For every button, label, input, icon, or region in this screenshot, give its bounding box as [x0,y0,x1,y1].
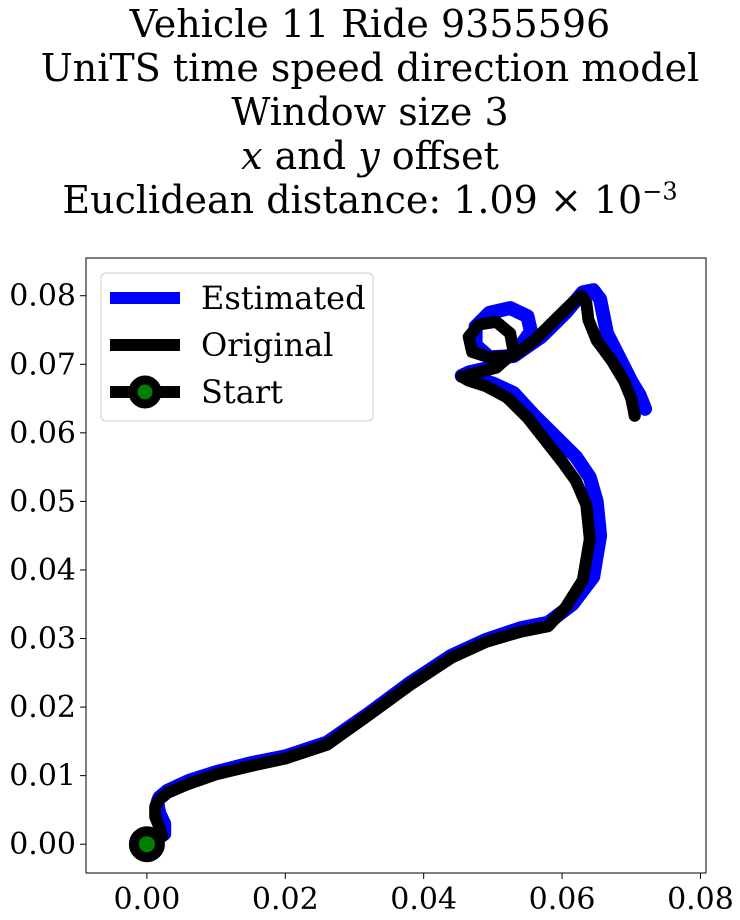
title-distance-mantissa: 1.09 × 10 [453,178,643,222]
y-tick-label: 0.03 [9,622,76,657]
series-layer [128,283,653,863]
x-tick-label: 0.08 [667,882,734,917]
y-tick-label: 0.05 [9,484,76,519]
legend-box [100,272,374,422]
axes-frame [85,257,707,874]
y-tick-label: 0.01 [9,759,76,794]
legend: Estimated Original Start [100,272,374,422]
chart-title: Vehicle 11 Ride 9355596 UniTS time speed… [0,0,740,222]
title-distance-prefix: Euclidean distance: [62,178,454,222]
y-tick-label: 0.00 [9,827,76,862]
y-tick-label: 0.02 [9,690,76,725]
x-tick-label: 0.06 [529,882,596,917]
legend-label-start: Start [201,373,283,411]
y-tick-label: 0.04 [9,553,76,588]
title-line-window: Window size 3 [231,90,509,134]
original-end-point [628,409,641,422]
series-line-original [140,289,641,851]
title-offset-word: offset [379,134,499,178]
y-tick-label: 0.07 [9,347,76,382]
y-tick-label: 0.06 [9,416,76,451]
title-line-model: UniTS time speed direction model [40,46,700,90]
legend-label-original: Original [201,326,333,364]
legend-label-estimated: Estimated [201,279,366,317]
start-marker [128,826,165,863]
title-distance-exponent: −3 [642,177,678,206]
title-line-offset: x and y offset [0,134,740,178]
y-tick-label: 0.08 [9,279,76,314]
title-x-var: x [241,134,263,178]
y-axis: 0.00 0.01 0.02 0.03 0.04 0.05 0.06 0.07 0.08 [9,279,86,862]
legend-start-marker [128,375,162,409]
x-axis: 0.00 0.02 0.04 0.06 0.08 [113,873,734,917]
title-and: and [262,134,359,178]
title-line-distance: Euclidean distance: 1.09 × 10−3 [0,178,740,222]
x-tick-label: 0.04 [390,882,457,917]
x-tick-label: 0.00 [113,882,180,917]
title-line-vehicle: Vehicle 11 Ride 9355596 [129,2,611,46]
x-tick-label: 0.02 [252,882,319,917]
title-y-var: y [358,134,380,178]
